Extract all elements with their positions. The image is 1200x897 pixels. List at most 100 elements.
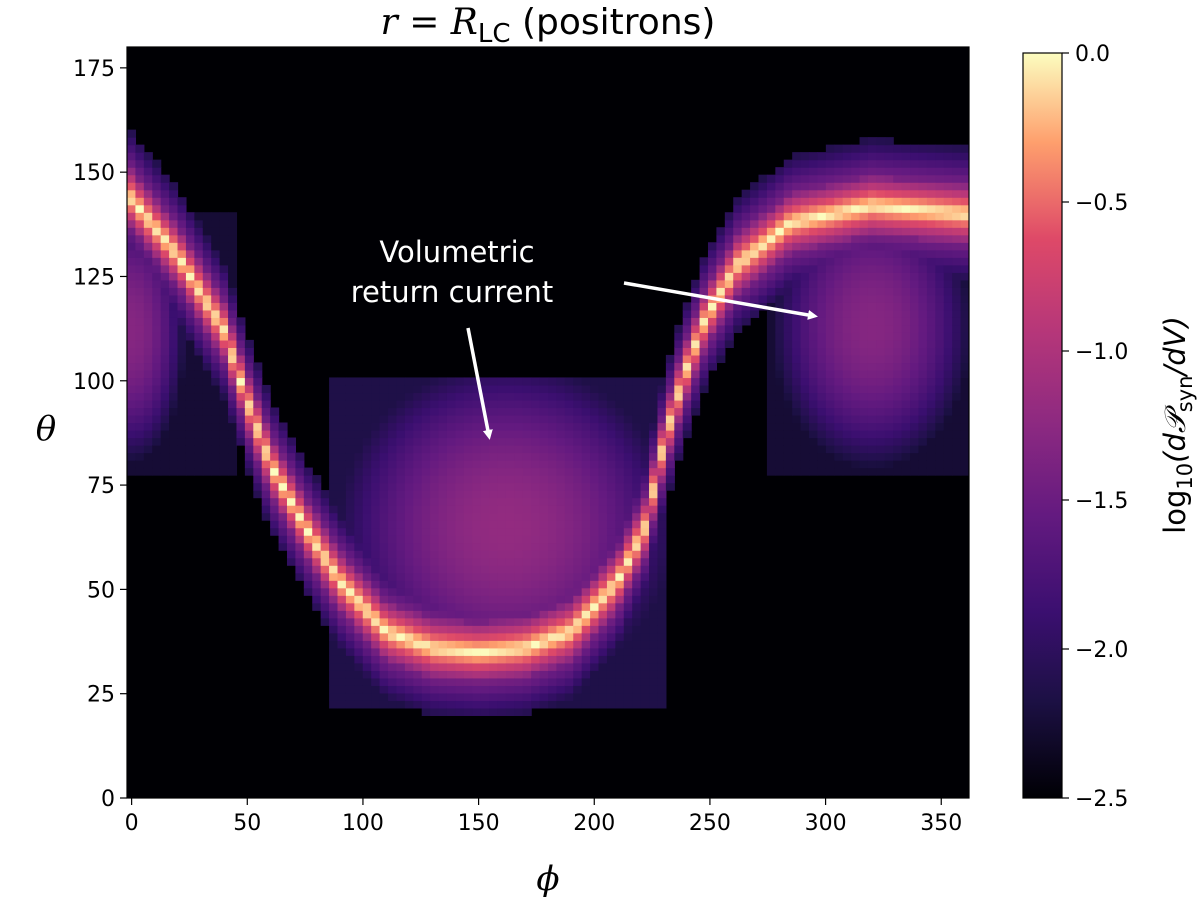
heatmap-cell [337,565,347,574]
heatmap-cell [590,505,600,514]
heatmap-cell [649,377,659,386]
heatmap-cell [127,272,137,281]
heatmap-cell [606,595,616,604]
heatmap-cell [446,662,456,671]
heatmap-cell [438,632,448,641]
heatmap-cell [421,677,431,686]
heatmap-cell [893,414,903,424]
heatmap-cell [463,542,473,551]
heatmap-cell [514,414,524,424]
heatmap-cell [160,279,170,288]
heatmap-cell [876,422,886,431]
heatmap-cell [522,632,532,641]
heatmap-cell [834,362,844,371]
heatmap-cell [505,565,515,574]
plot-frame [126,46,970,799]
heatmap-cell [674,452,684,461]
heatmap-cell [489,475,499,484]
heatmap-cell [640,505,650,514]
heatmap-cell [851,332,861,341]
heatmap-cell [514,610,524,619]
heatmap-cell [463,437,473,446]
heatmap-cell [329,692,339,701]
heatmap-cell [244,369,254,379]
heatmap-cell [581,520,591,529]
heatmap-cell [396,662,406,671]
heatmap-cell [800,249,810,258]
heatmap-cell [345,655,355,664]
heatmap-cell [817,354,827,364]
heatmap-cell [143,332,153,341]
heatmap-cell [362,430,372,439]
heatmap-cell [388,700,398,709]
heatmap-cell [556,414,566,424]
heatmap-cell [657,527,667,536]
heatmap-cell [127,227,137,236]
heatmap-cell [463,445,473,454]
heatmap-cell [354,595,364,604]
heatmap-cell [446,610,456,619]
heatmap-cell [758,174,768,183]
heatmap-cell [783,302,793,311]
heatmap-cell [505,670,515,679]
heatmap-cell [935,287,945,296]
heatmap-cell [935,219,945,228]
heatmap-cell [531,677,541,686]
heatmap-cell [792,377,802,386]
heatmap-cell [893,317,903,326]
heatmap-cell [497,399,507,409]
heatmap-cell [539,662,549,671]
heatmap-cell [649,602,659,611]
heatmap-cell [185,407,195,416]
colorbar-tick-label: −2.5 [1075,787,1128,812]
heatmap-cell [960,242,969,251]
heatmap-cell [295,557,305,566]
heatmap-cell [598,580,608,589]
heatmap-cell [539,392,549,401]
heatmap-cell [421,580,431,589]
heatmap-cell [699,354,709,364]
heatmap-cell [842,324,852,333]
heatmap-cell [127,249,137,258]
heatmap-cell [590,685,600,694]
heatmap-cell [834,452,844,461]
heatmap-cell [910,264,920,273]
heatmap-cell [573,655,583,664]
heatmap-cell [598,497,608,506]
heatmap-cell [851,242,861,251]
heatmap-cell [362,520,372,529]
heatmap-cell [825,212,835,221]
heatmap-cell [859,339,869,348]
heatmap-cell [430,392,440,401]
heatmap-cell [388,520,398,529]
heatmap-cell [632,700,642,709]
heatmap-cell [194,407,204,416]
heatmap-cell [564,625,574,634]
heatmap-cell [388,422,398,431]
heatmap-cell [615,384,625,394]
heatmap-cell [228,309,238,318]
heatmap-cell [531,595,541,604]
heatmap-cell [842,182,852,191]
heatmap-cell [354,617,364,626]
heatmap-cell [362,392,372,401]
heatmap-cell [438,422,448,431]
heatmap-cell [800,362,810,371]
heatmap-cell [371,640,381,649]
heatmap-cell [926,167,936,176]
heatmap-cell [472,460,482,469]
heatmap-cell [539,700,549,709]
heatmap-cell [489,512,499,521]
heatmap-cell [691,279,701,288]
heatmap-cell [960,257,969,266]
heatmap-cell [943,189,953,198]
heatmap-cell [859,354,869,364]
heatmap-cell [548,460,558,469]
heatmap-cell [127,234,137,243]
heatmap-cell [657,497,667,506]
heatmap-cell [682,384,692,394]
heatmap-cell [724,234,734,243]
heatmap-cell [556,602,566,611]
heatmap-cell [960,234,969,243]
heatmap-cell [261,430,271,439]
